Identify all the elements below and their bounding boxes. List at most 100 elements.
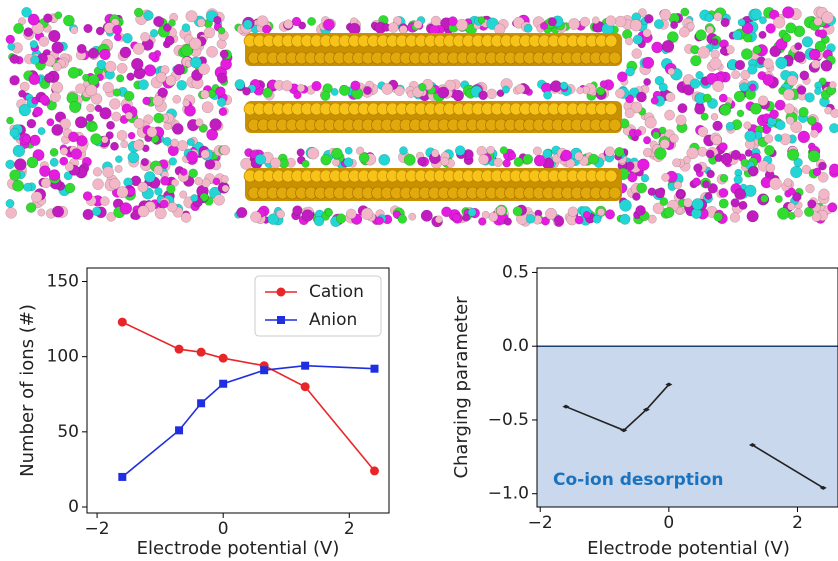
ion xyxy=(195,119,203,127)
ion xyxy=(52,42,64,54)
ion xyxy=(831,109,838,118)
ion xyxy=(625,37,633,45)
ion xyxy=(760,195,768,203)
ion xyxy=(701,113,709,121)
ion xyxy=(71,149,82,160)
ion xyxy=(693,164,702,173)
ion xyxy=(453,90,464,101)
x-axis-label: Electrode potential (V) xyxy=(587,538,790,559)
ion xyxy=(605,147,615,157)
ion xyxy=(660,9,671,20)
ion xyxy=(40,95,50,105)
ion xyxy=(818,29,827,38)
ion xyxy=(255,154,266,165)
ion xyxy=(18,90,25,97)
x-tick-label: −2 xyxy=(528,513,553,533)
x-tick-label: 2 xyxy=(344,519,355,539)
ion xyxy=(504,218,512,226)
ion xyxy=(805,93,815,103)
ion xyxy=(479,154,489,164)
ion xyxy=(375,217,383,225)
ion xyxy=(706,150,714,158)
ion xyxy=(361,208,373,220)
ion xyxy=(660,139,670,149)
ion xyxy=(154,188,162,196)
ion xyxy=(197,19,205,27)
ion xyxy=(560,82,568,90)
ion xyxy=(134,8,143,17)
ion xyxy=(540,22,547,29)
y-tick-label: 50 xyxy=(57,422,79,442)
ion xyxy=(748,166,757,175)
ion xyxy=(127,73,135,81)
ion xyxy=(302,160,309,167)
ion xyxy=(751,9,762,20)
ion xyxy=(165,36,174,45)
ion xyxy=(620,214,631,225)
ion xyxy=(632,49,642,59)
ion xyxy=(719,188,728,197)
ion xyxy=(351,81,361,91)
ion xyxy=(140,32,149,41)
ion xyxy=(707,170,715,178)
ion xyxy=(143,97,151,105)
ion xyxy=(52,206,63,217)
ion xyxy=(160,200,168,208)
x-tick-label: 2 xyxy=(792,513,803,533)
ion xyxy=(615,16,626,27)
ion xyxy=(12,180,23,191)
ion xyxy=(651,97,659,105)
ion xyxy=(819,189,830,200)
ion xyxy=(133,140,144,151)
ion xyxy=(138,182,148,192)
ion xyxy=(615,89,625,99)
ion xyxy=(794,52,805,63)
ion xyxy=(116,75,124,83)
ion xyxy=(730,213,740,223)
ion xyxy=(404,154,415,165)
ion xyxy=(101,136,108,143)
ion xyxy=(672,159,680,167)
ion xyxy=(153,16,164,27)
ion xyxy=(182,24,190,32)
ion xyxy=(719,94,727,102)
ion xyxy=(787,203,795,211)
ion xyxy=(363,86,371,94)
simulation-snapshot xyxy=(6,7,838,227)
ion xyxy=(38,127,45,134)
ion xyxy=(168,19,175,26)
marker xyxy=(260,366,268,374)
ion xyxy=(345,147,352,154)
series-line xyxy=(122,322,374,471)
ion xyxy=(68,132,78,142)
electrode-atom xyxy=(609,52,621,64)
ion xyxy=(750,103,761,114)
ion xyxy=(297,149,305,157)
ion xyxy=(204,27,215,38)
ion xyxy=(30,40,38,48)
ion xyxy=(714,12,722,20)
ion xyxy=(282,80,293,91)
ion xyxy=(31,192,42,203)
ion xyxy=(637,183,647,193)
ion xyxy=(60,147,68,155)
ion xyxy=(783,34,792,43)
ion xyxy=(670,21,678,29)
ion xyxy=(690,55,701,66)
ion xyxy=(822,12,834,24)
ion xyxy=(479,91,488,100)
ion xyxy=(149,52,157,60)
ion xyxy=(201,150,210,159)
ion xyxy=(664,110,674,120)
ion xyxy=(732,30,742,40)
ion xyxy=(144,171,155,182)
ion xyxy=(438,87,449,98)
ion xyxy=(6,199,14,207)
ion xyxy=(399,147,407,155)
ion xyxy=(696,71,704,79)
ion xyxy=(678,103,688,113)
ion xyxy=(784,178,792,186)
ion xyxy=(759,31,767,39)
ion xyxy=(13,145,25,157)
y-axis-label: Charging parameter xyxy=(451,296,472,479)
